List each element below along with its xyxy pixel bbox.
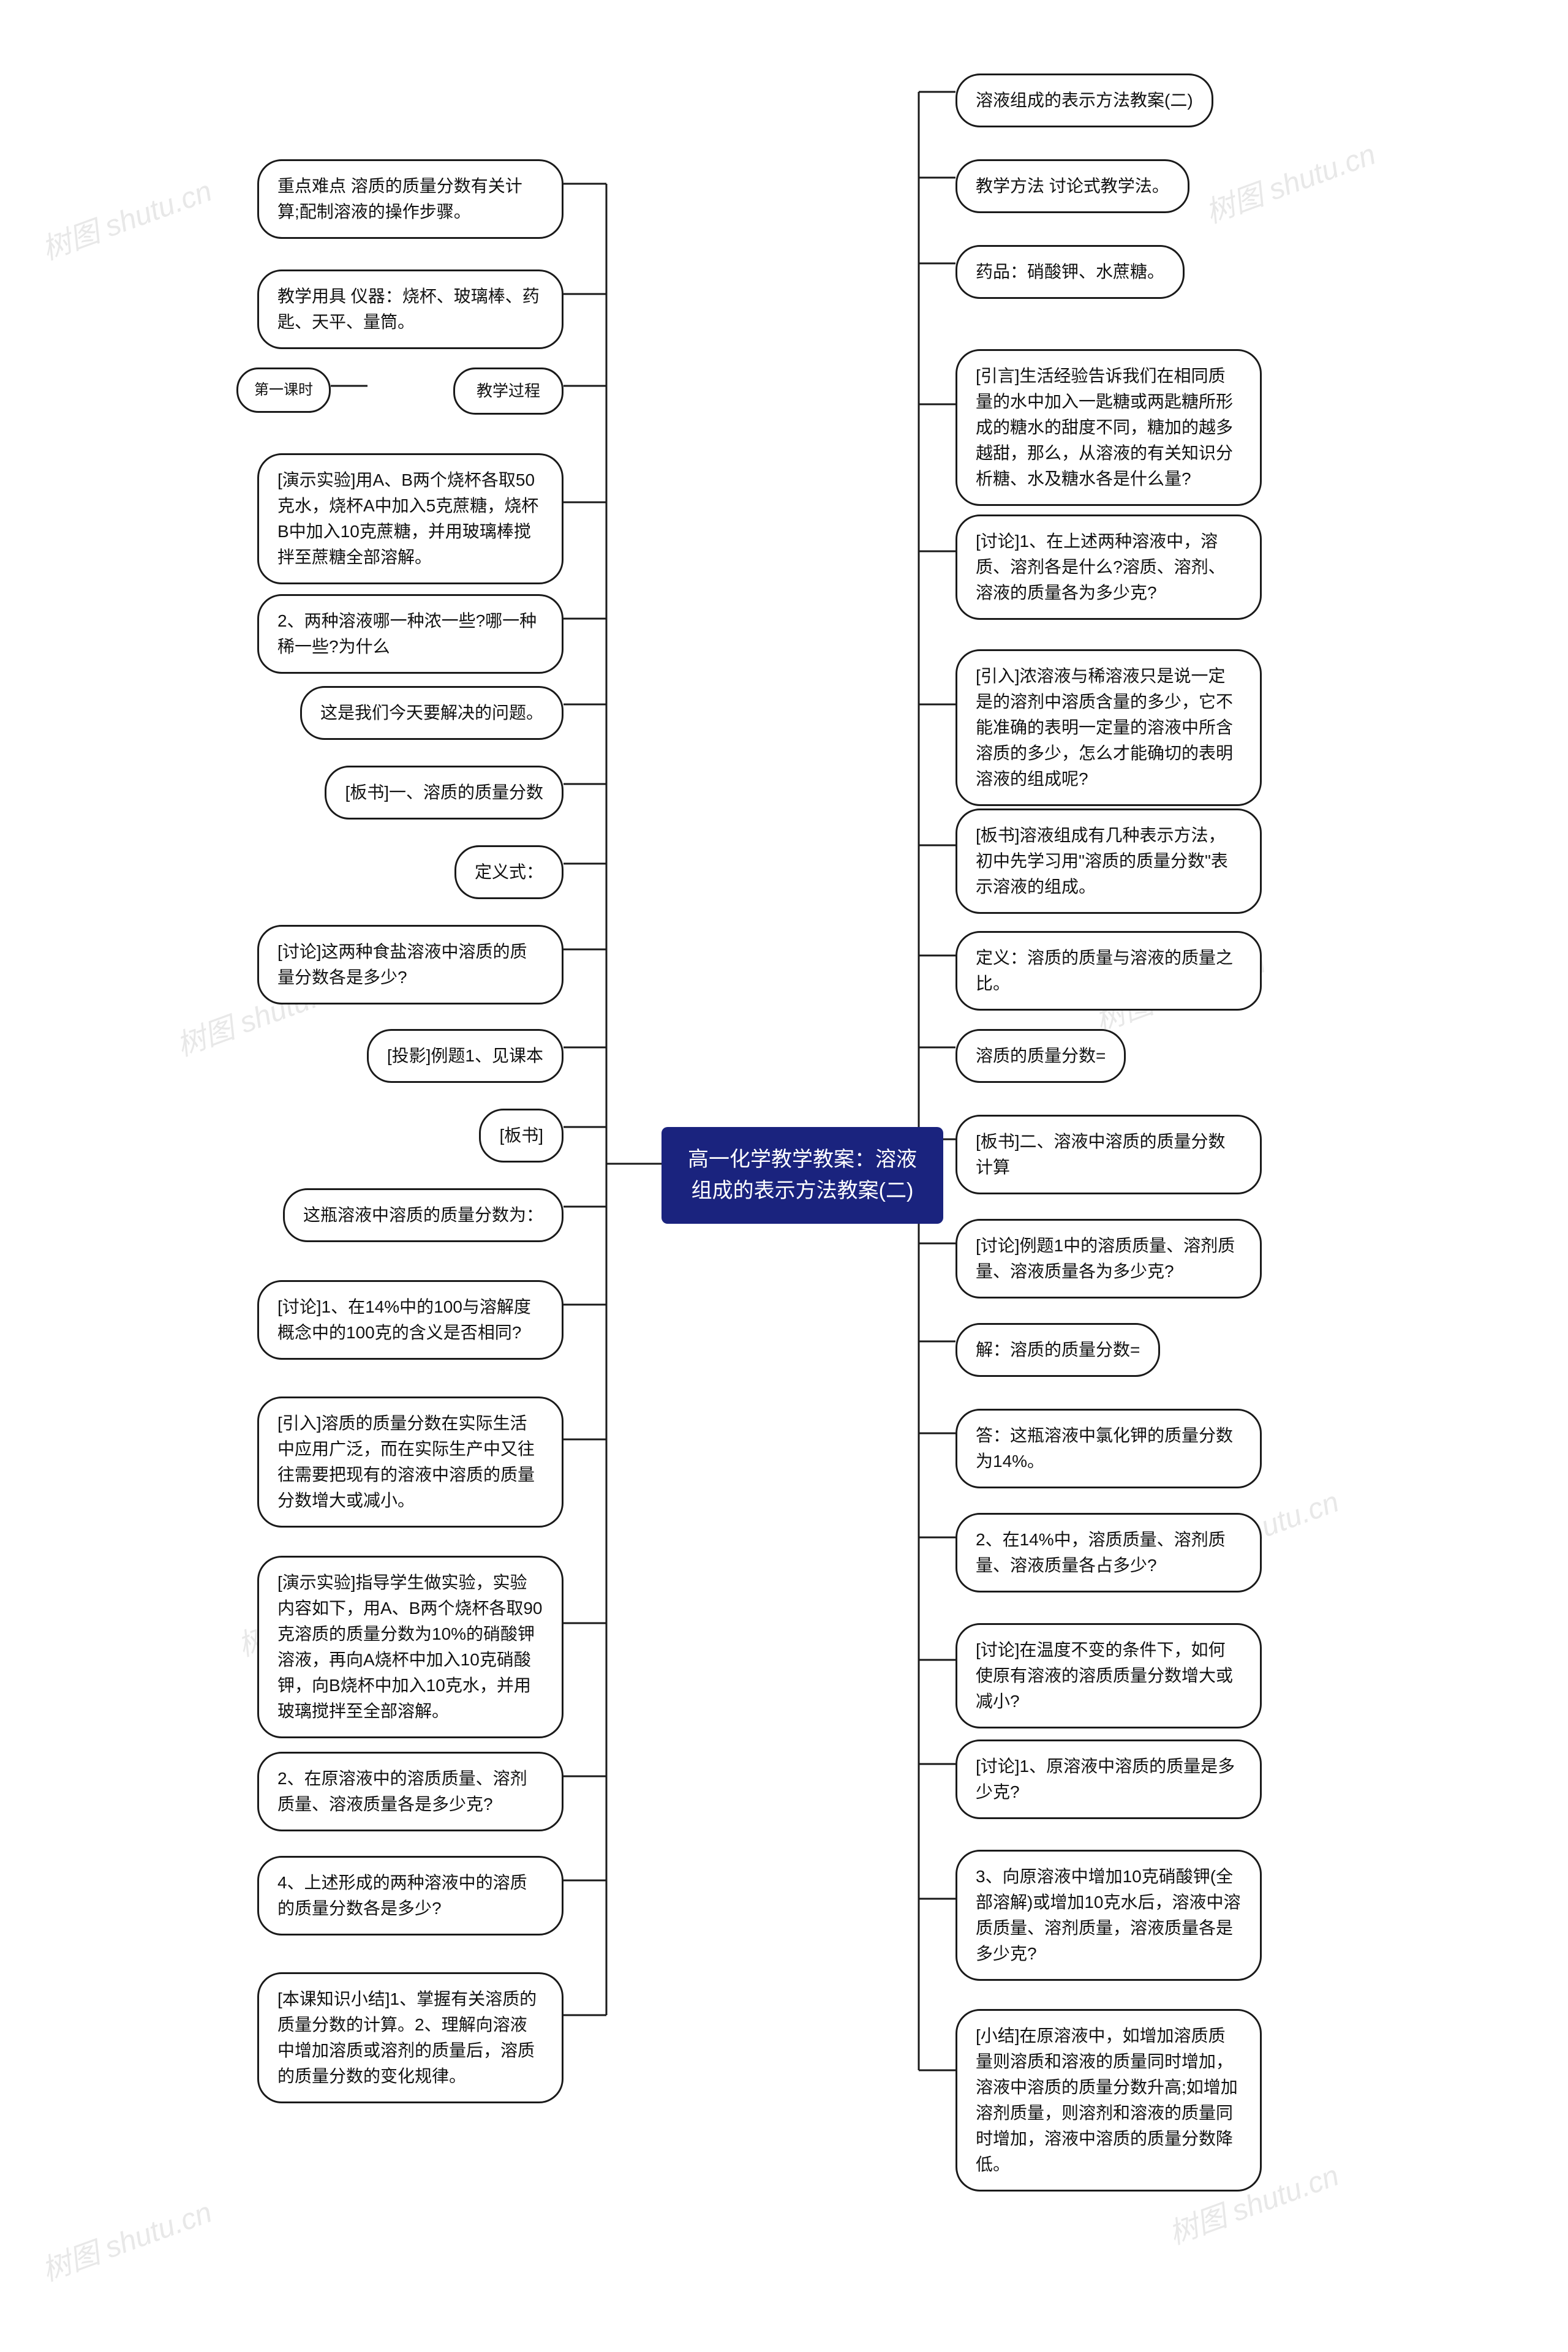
right-node-9: [板书]二、溶液中溶质的质量分数计算	[956, 1115, 1262, 1194]
right-node-17: [小结]在原溶液中，如增加溶质质量则溶质和溶液的质量同时增加，溶液中溶质的质量分…	[956, 2009, 1262, 2192]
node-text: 2、在14%中，溶质质量、溶剂质量、溶液质量各占多少?	[976, 1530, 1226, 1575]
node-text: [板书]二、溶液中溶质的质量分数计算	[976, 1132, 1226, 1177]
node-text: 溶质的质量分数=	[976, 1046, 1106, 1065]
node-text: [讨论]1、在14%中的100与溶解度概念中的100克的含义是否相同?	[277, 1297, 531, 1342]
right-node-14: [讨论]在温度不变的条件下，如何使原有溶液的溶质质量分数增大或减小?	[956, 1623, 1262, 1728]
left-node-2: 教学过程	[453, 368, 564, 415]
node-text: [板书]	[499, 1126, 543, 1145]
node-text: [讨论]例题1中的溶质质量、溶剂质量、溶液质量各为多少克?	[976, 1236, 1235, 1281]
node-text: [讨论]这两种食盐溶液中溶质的质量分数各是多少?	[277, 942, 527, 987]
node-text: [引入]浓溶液与稀溶液只是说一定是的溶剂中溶质含量的多少，它不能准确的表明一定量…	[976, 666, 1233, 788]
right-node-6: [板书]溶液组成有几种表示方法，初中先学习用"溶质的质量分数"表示溶液的组成。	[956, 809, 1262, 914]
node-text: [投影]例题1、见课本	[387, 1046, 543, 1065]
left-node-7: 定义式：	[454, 845, 564, 899]
left-node-12: [讨论]1、在14%中的100与溶解度概念中的100克的含义是否相同?	[257, 1280, 564, 1360]
node-text: [板书]溶液组成有几种表示方法，初中先学习用"溶质的质量分数"表示溶液的组成。	[976, 826, 1228, 896]
right-node-16: 3、向原溶液中增加10克硝酸钾(全部溶解)或增加10克水后，溶液中溶质质量、溶剂…	[956, 1850, 1262, 1981]
right-node-15: [讨论]1、原溶液中溶质的质量是多少克?	[956, 1740, 1262, 1819]
node-text: 定义式：	[475, 862, 543, 881]
right-node-3: [引言]生活经验告诉我们在相同质量的水中加入一匙糖或两匙糖所形成的糖水的甜度不同…	[956, 349, 1262, 506]
left-node-8: [讨论]这两种食盐溶液中溶质的质量分数各是多少?	[257, 925, 564, 1005]
right-node-13: 2、在14%中，溶质质量、溶剂质量、溶液质量各占多少?	[956, 1513, 1262, 1593]
node-text: 第一课时	[254, 382, 313, 398]
left-node-0: 重点难点 溶质的质量分数有关计算;配制溶液的操作步骤。	[257, 159, 564, 239]
node-text: [讨论]1、在上述两种溶液中，溶质、溶剂各是什么?溶质、溶剂、溶液的质量各为多少…	[976, 532, 1226, 602]
node-text: 溶液组成的表示方法教案(二)	[976, 91, 1193, 110]
left-node-14: [演示实验]指导学生做实验，实验内容如下，用A、B两个烧杯各取90克溶质的质量分…	[257, 1556, 564, 1738]
center-node: 高一化学教学教案：溶液组成的表示方法教案(二)	[662, 1127, 943, 1224]
node-text: [本课知识小结]1、掌握有关溶质的质量分数的计算。2、理解向溶液中增加溶质或溶剂…	[277, 1989, 537, 2086]
node-text: 这是我们今天要解决的问题。	[320, 703, 543, 722]
node-text: 教学方法 讨论式教学法。	[976, 176, 1169, 195]
node-text: 教学用具 仪器：烧杯、玻璃棒、药匙、天平、量筒。	[277, 287, 540, 331]
left-node-17: [本课知识小结]1、掌握有关溶质的质量分数的计算。2、理解向溶液中增加溶质或溶剂…	[257, 1972, 564, 2103]
node-text: [引入]溶质的质量分数在实际生活中应用广泛，而在实际生产中又往往需要把现有的溶液…	[277, 1414, 535, 1510]
node-text: [引言]生活经验告诉我们在相同质量的水中加入一匙糖或两匙糖所形成的糖水的甜度不同…	[976, 366, 1233, 488]
right-node-0: 溶液组成的表示方法教案(二)	[956, 74, 1213, 127]
node-text: [小结]在原溶液中，如增加溶质质量则溶质和溶液的质量同时增加，溶液中溶质的质量分…	[976, 2026, 1238, 2174]
node-text: 3、向原溶液中增加10克硝酸钾(全部溶解)或增加10克水后，溶液中溶质质量、溶剂…	[976, 1867, 1240, 1963]
right-node-10: [讨论]例题1中的溶质质量、溶剂质量、溶液质量各为多少克?	[956, 1219, 1262, 1298]
node-text: 定义：溶质的质量与溶液的质量之比。	[976, 948, 1233, 993]
left-node-6: [板书]一、溶质的质量分数	[325, 766, 564, 820]
left-node-15: 2、在原溶液中的溶质质量、溶剂质量、溶液质量各是多少克?	[257, 1752, 564, 1831]
left-node-11: 这瓶溶液中溶质的质量分数为：	[283, 1188, 564, 1242]
node-text: [讨论]1、原溶液中溶质的质量是多少克?	[976, 1757, 1235, 1801]
node-text: 教学过程	[477, 382, 540, 400]
right-node-2: 药品：硝酸钾、水蔗糖。	[956, 245, 1185, 299]
left-node-2-sub: 第一课时	[236, 368, 331, 413]
right-node-8: 溶质的质量分数=	[956, 1029, 1126, 1083]
node-text: 这瓶溶液中溶质的质量分数为：	[303, 1205, 543, 1224]
center-title: 高一化学教学教案：溶液组成的表示方法教案(二)	[688, 1148, 917, 1202]
node-text: [演示实验]指导学生做实验，实验内容如下，用A、B两个烧杯各取90克溶质的质量分…	[277, 1573, 543, 1721]
left-node-9: [投影]例题1、见课本	[367, 1029, 564, 1083]
node-text: 2、两种溶液哪一种浓一些?哪一种稀一些?为什么	[277, 611, 537, 656]
left-node-5: 这是我们今天要解决的问题。	[300, 686, 564, 740]
right-node-12: 答：这瓶溶液中氯化钾的质量分数为14%。	[956, 1409, 1262, 1488]
right-node-5: [引入]浓溶液与稀溶液只是说一定是的溶剂中溶质含量的多少，它不能准确的表明一定量…	[956, 649, 1262, 806]
left-node-10: [板书]	[479, 1109, 564, 1163]
node-text: 4、上述形成的两种溶液中的溶质的质量分数各是多少?	[277, 1873, 527, 1918]
node-text: [讨论]在温度不变的条件下，如何使原有溶液的溶质质量分数增大或减小?	[976, 1640, 1233, 1711]
node-text: 重点难点 溶质的质量分数有关计算;配制溶液的操作步骤。	[277, 176, 522, 221]
right-node-11: 解：溶质的质量分数=	[956, 1323, 1160, 1377]
node-text: [演示实验]用A、B两个烧杯各取50克水，烧杯A中加入5克蔗糖，烧杯B中加入10…	[277, 470, 538, 567]
node-text: 解：溶质的质量分数=	[976, 1340, 1140, 1359]
right-node-4: [讨论]1、在上述两种溶液中，溶质、溶剂各是什么?溶质、溶剂、溶液的质量各为多少…	[956, 514, 1262, 620]
node-text: 答：这瓶溶液中氯化钾的质量分数为14%。	[976, 1426, 1233, 1471]
right-node-7: 定义：溶质的质量与溶液的质量之比。	[956, 931, 1262, 1011]
right-node-1: 教学方法 讨论式教学法。	[956, 159, 1189, 213]
left-node-4: 2、两种溶液哪一种浓一些?哪一种稀一些?为什么	[257, 594, 564, 674]
node-text: 药品：硝酸钾、水蔗糖。	[976, 262, 1164, 281]
node-text: 2、在原溶液中的溶质质量、溶剂质量、溶液质量各是多少克?	[277, 1769, 527, 1814]
node-text: [板书]一、溶质的质量分数	[345, 783, 543, 802]
left-node-3: [演示实验]用A、B两个烧杯各取50克水，烧杯A中加入5克蔗糖，烧杯B中加入10…	[257, 453, 564, 584]
left-node-1: 教学用具 仪器：烧杯、玻璃棒、药匙、天平、量筒。	[257, 270, 564, 349]
left-node-16: 4、上述形成的两种溶液中的溶质的质量分数各是多少?	[257, 1856, 564, 1936]
left-node-13: [引入]溶质的质量分数在实际生活中应用广泛，而在实际生产中又往往需要把现有的溶液…	[257, 1396, 564, 1528]
